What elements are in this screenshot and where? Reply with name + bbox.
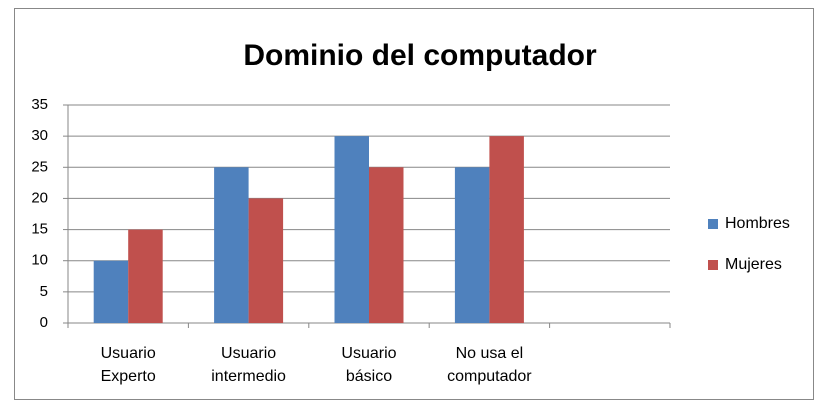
chart-title: Dominio del computador	[243, 39, 597, 72]
bar	[248, 198, 284, 323]
bar	[489, 136, 524, 323]
bar	[93, 260, 129, 323]
bar	[214, 167, 249, 323]
y-tick-label: 35	[31, 96, 48, 113]
y-tick-label: 5	[40, 283, 48, 300]
legend-swatch	[708, 219, 718, 229]
y-tick-label: 15	[31, 221, 48, 238]
chart-border	[14, 8, 814, 400]
y-tick-label: 25	[31, 158, 48, 175]
y-tick-label: 10	[31, 252, 48, 269]
bar	[369, 167, 404, 323]
bar	[334, 136, 369, 323]
bar	[454, 167, 490, 323]
x-tick-label: Usuario Experto	[100, 345, 156, 385]
bar	[128, 229, 163, 323]
legend-label: Mujeres	[725, 256, 782, 273]
y-tick-label: 30	[31, 127, 48, 144]
x-tick-label: No usa el computador	[447, 345, 532, 385]
legend-label: Hombres	[725, 215, 790, 232]
legend-swatch	[708, 260, 718, 270]
y-tick-label: 20	[31, 189, 48, 206]
x-tick-label: Usuario intermedio	[211, 345, 286, 385]
y-tick-label: 0	[40, 314, 48, 331]
x-tick-label: Usuario básico	[341, 345, 397, 385]
